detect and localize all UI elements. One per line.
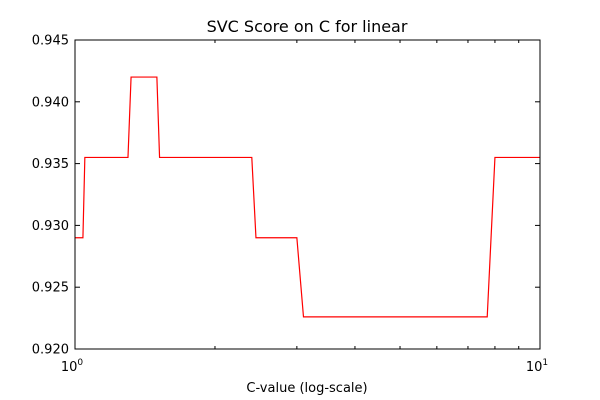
- x-tick-label: 101: [526, 358, 548, 375]
- y-tick-label: 0.920: [32, 343, 69, 358]
- x-tick-exponent: 0: [77, 358, 83, 368]
- y-tick-label: 0.945: [32, 34, 69, 49]
- series-layer: [75, 76, 540, 318]
- x-tick-label: 100: [61, 358, 84, 375]
- x-tick-base: 10: [61, 360, 78, 375]
- chart-title: SVC Score on C for linear: [207, 17, 408, 36]
- series-line-0: [75, 76, 540, 318]
- x-tick-exponent: 1: [542, 358, 548, 368]
- plot-frame: [74, 39, 541, 350]
- y-axis-ticks: 0.920 0.925 0.930 0.935 0.940 0.945: [32, 34, 540, 358]
- x-axis-label: C-value (log-scale): [246, 381, 367, 396]
- y-tick-label: 0.925: [32, 281, 69, 296]
- x-axis-ticks: 100 101: [61, 40, 548, 375]
- y-tick-label: 0.930: [32, 219, 69, 234]
- x-tick-base: 10: [526, 360, 543, 375]
- y-tick-label: 0.935: [32, 157, 69, 172]
- y-tick-label: 0.940: [32, 95, 69, 110]
